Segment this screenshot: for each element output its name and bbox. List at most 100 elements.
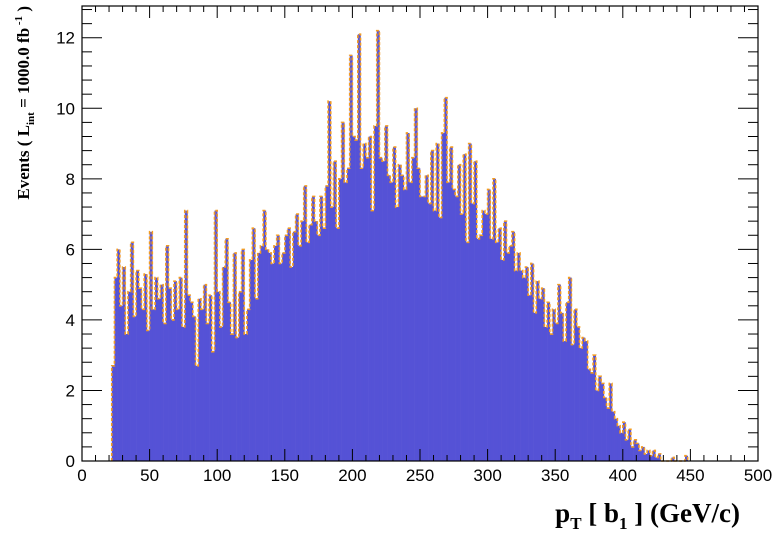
- histogram-bin: [317, 235, 321, 461]
- histogram-bin: [346, 168, 350, 462]
- histogram-bin: [228, 302, 232, 461]
- histogram-bin: [438, 217, 442, 461]
- histogram-bin: [425, 175, 429, 462]
- histogram-bin: [133, 316, 137, 461]
- histogram-bin: [230, 334, 234, 461]
- histogram-bin: [168, 288, 172, 461]
- histogram-bin: [593, 355, 597, 461]
- histogram-bin: [560, 312, 564, 461]
- histogram-bin: [114, 277, 118, 461]
- histogram-bin: [336, 228, 340, 461]
- histogram-bin: [279, 263, 283, 461]
- histogram-bin: [590, 372, 594, 461]
- histogram-bin: [395, 207, 399, 461]
- y-title-mid: = 1000.0 fb: [14, 28, 33, 112]
- histogram-bin: [579, 348, 583, 461]
- x-axis-ticks: 0 50 100 150 200 250 300 350 400 450 500: [77, 6, 772, 485]
- histogram-bin: [595, 390, 599, 461]
- histogram-bin: [487, 189, 491, 461]
- histogram-bars: [111, 30, 688, 462]
- histogram-bin: [314, 221, 318, 461]
- histogram-bin: [436, 143, 440, 461]
- histogram-bin: [355, 140, 359, 461]
- histogram-bin: [349, 55, 353, 461]
- histogram-bin: [187, 295, 191, 461]
- histogram-bin: [606, 408, 610, 461]
- histogram-bin: [255, 298, 259, 461]
- histogram-bin: [474, 161, 478, 462]
- histogram-bin: [179, 277, 183, 461]
- histogram-bin: [203, 284, 207, 461]
- histogram-bin: [460, 214, 464, 461]
- histogram-bin: [371, 210, 375, 461]
- y-axis-ticks: 0 2 4 6 8 10 12: [56, 9, 758, 471]
- y-title-prefix: Events ( L: [14, 125, 33, 200]
- histogram-bin: [603, 397, 607, 461]
- x-tick-label: 350: [541, 466, 569, 485]
- histogram-bin: [501, 259, 505, 461]
- histogram-bin: [530, 263, 534, 461]
- histogram-bin: [374, 125, 378, 461]
- histogram-bin: [171, 319, 175, 461]
- histogram-bin: [144, 274, 148, 461]
- histogram-bin: [463, 154, 467, 462]
- histogram-bin: [176, 309, 180, 461]
- histogram-bin: [533, 312, 537, 461]
- histogram-bin: [563, 341, 567, 461]
- histogram-bin: [287, 228, 291, 461]
- histogram-bin: [647, 450, 651, 461]
- histogram-bin: [219, 326, 223, 461]
- histogram-bin: [520, 270, 524, 461]
- histogram-bin: [298, 245, 302, 461]
- histogram-bin: [468, 143, 472, 461]
- histogram-bin: [127, 291, 131, 461]
- histogram-bin: [276, 235, 280, 461]
- y-title-sub: int: [25, 112, 37, 125]
- histogram-bin: [547, 302, 551, 461]
- histogram-bin: [649, 455, 653, 461]
- histogram-bin: [566, 302, 570, 461]
- histogram-bin: [117, 249, 121, 461]
- histogram-bin: [493, 178, 497, 461]
- histogram-bin: [357, 34, 361, 462]
- y-tick-label: 0: [66, 452, 75, 471]
- histogram-bin: [490, 238, 494, 461]
- histogram-bin: [165, 245, 169, 461]
- histogram-bin: [365, 157, 369, 461]
- histogram-bin: [422, 196, 426, 461]
- x-title-open: [ b: [582, 498, 620, 528]
- histogram-bin: [111, 365, 115, 461]
- histogram-bin: [528, 295, 532, 461]
- histogram-bin: [138, 288, 142, 461]
- y-tick-label: 12: [56, 29, 75, 48]
- x-tick-label: 50: [140, 466, 159, 485]
- histogram-bin: [503, 221, 507, 461]
- histogram-bin: [338, 178, 342, 461]
- histogram-bin: [222, 267, 226, 461]
- histogram-bin: [684, 455, 688, 461]
- histogram-bin: [628, 429, 632, 461]
- histogram-bin: [574, 309, 578, 461]
- histogram-bin: [479, 235, 483, 461]
- y-tick-label: 2: [66, 381, 75, 400]
- histogram-bin: [360, 168, 364, 462]
- histogram-bin: [241, 249, 245, 461]
- histogram-bin: [630, 446, 634, 461]
- histogram-bin: [420, 196, 424, 461]
- histogram-bin: [584, 341, 588, 461]
- histogram-bin: [352, 136, 356, 461]
- histogram-bin: [625, 439, 629, 461]
- histogram-bin: [644, 453, 648, 461]
- histogram-bin: [233, 252, 237, 461]
- histogram-bin: [414, 108, 418, 462]
- histogram-bin: [409, 182, 413, 462]
- histogram-bin: [509, 245, 513, 461]
- histogram-bin: [614, 418, 618, 461]
- histogram-bin: [311, 196, 315, 461]
- y-tick-label: 10: [56, 99, 75, 118]
- histogram-bin: [552, 309, 556, 461]
- histogram-bin: [303, 185, 307, 461]
- x-tick-label: 200: [338, 466, 366, 485]
- histogram-bin: [622, 422, 626, 461]
